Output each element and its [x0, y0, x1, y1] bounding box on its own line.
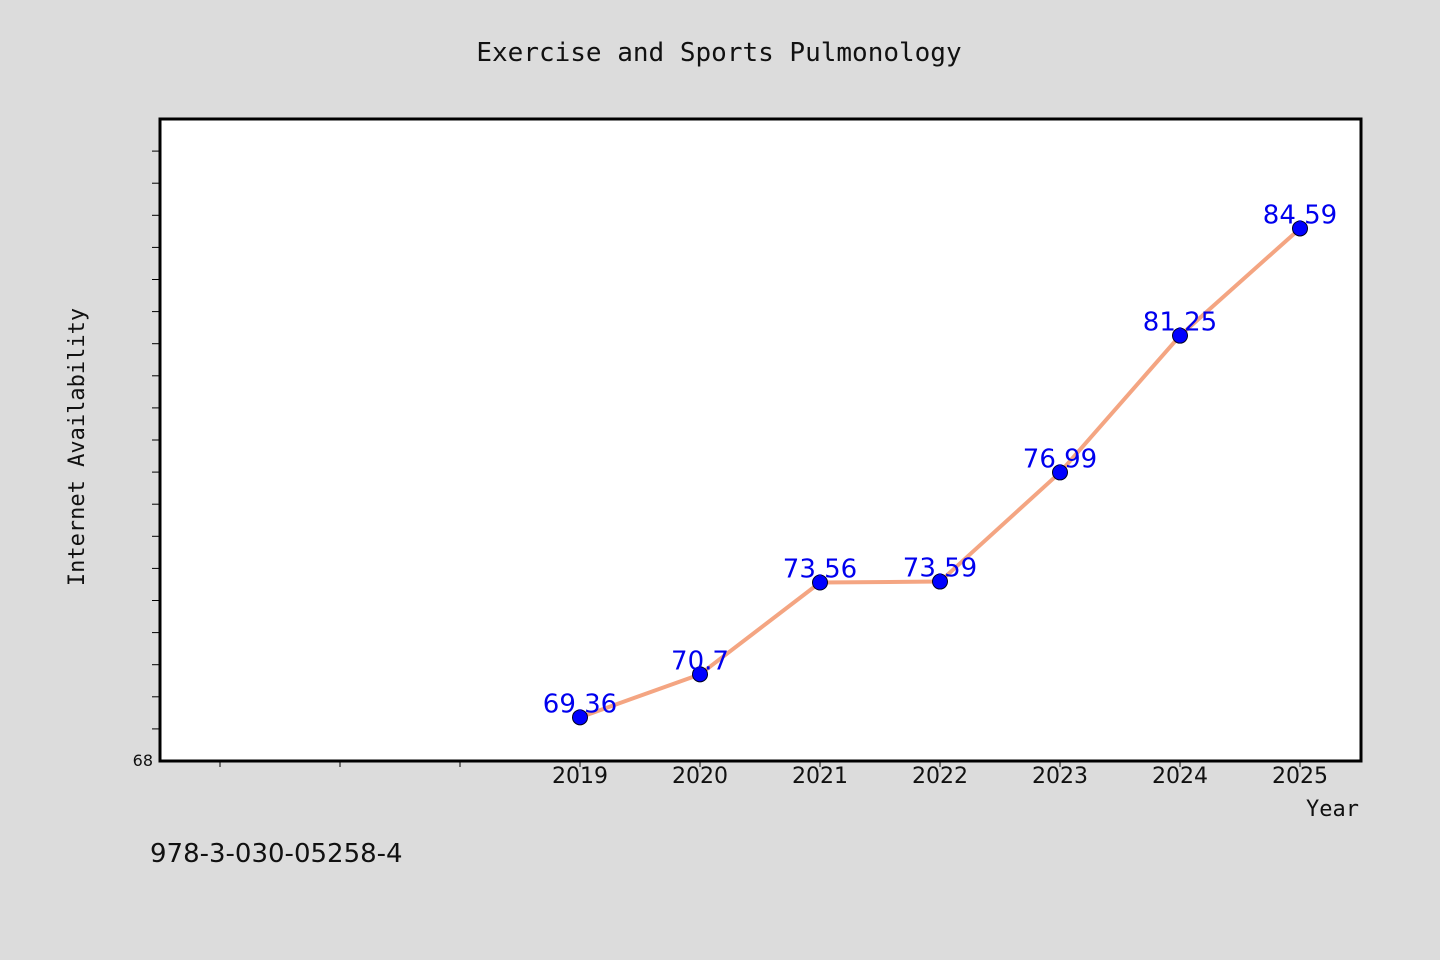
data-point [1052, 464, 1068, 481]
data-label: 73.56 [783, 555, 857, 585]
data-label: 76.99 [1023, 444, 1097, 474]
data-label: 73.59 [903, 554, 977, 584]
x-tick-label: 2021 [792, 764, 848, 789]
data-label: 84.59 [1263, 200, 1337, 230]
data-point [812, 574, 828, 591]
y-axis-label: Internet Availability [65, 308, 90, 586]
footnote-isbn: 978-3-030-05258-4 [150, 839, 403, 869]
x-tick-label: 2022 [912, 764, 968, 789]
x-axis-label: Year [1306, 797, 1359, 822]
y-axis-ticks [152, 150, 160, 730]
x-tick-label: 2023 [1032, 764, 1088, 789]
data-label: 70.7 [671, 646, 729, 676]
data-point [1292, 220, 1308, 237]
data-point [572, 709, 588, 726]
data-point [932, 573, 948, 590]
data-label: 81.25 [1143, 308, 1217, 338]
x-tick-label: 2020 [672, 764, 728, 789]
data-point [692, 666, 708, 683]
y-tick-label: 68 [133, 751, 153, 770]
x-tick-label: 2019 [552, 764, 608, 789]
data-point [1172, 327, 1188, 344]
data-label: 69.36 [543, 689, 617, 719]
x-tick-label: 2025 [1272, 764, 1328, 789]
x-axis-ticks [219, 761, 1301, 767]
data-labels: 69.36 70.7 73.56 73.59 76.99 81.25 84.59 [543, 200, 1337, 719]
data-markers [572, 220, 1308, 726]
chart-title: Exercise and Sports Pulmonology [476, 38, 961, 68]
plot-area [158, 117, 1363, 763]
x-tick-label: 2024 [1152, 764, 1208, 789]
x-tick-labels: 2019 2020 2021 2022 2023 2024 2025 [552, 764, 1328, 789]
